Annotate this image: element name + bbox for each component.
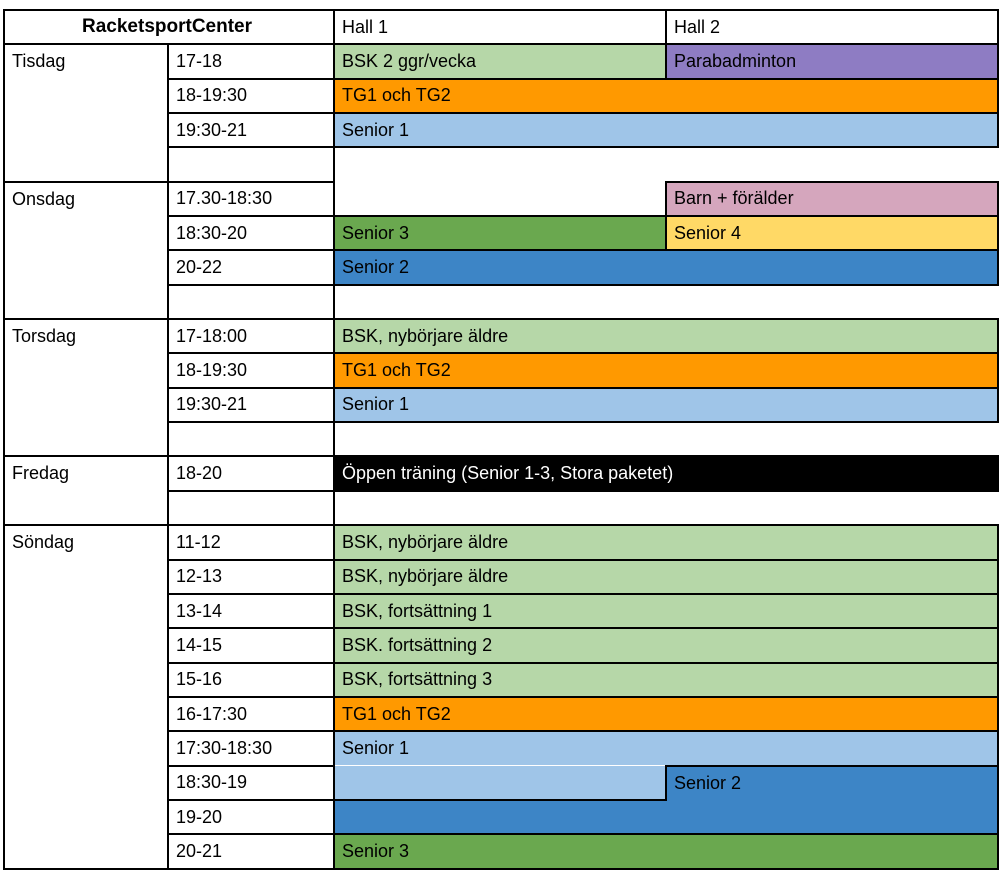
day-cell-torsdag: Torsdag xyxy=(3,318,169,458)
time-cell: 19-20 xyxy=(167,798,335,836)
time-cell: 18:30-19 xyxy=(167,764,335,801)
table-row: 18:30-20 Senior 3 Senior 4 xyxy=(4,215,999,252)
table-row: 13-14 BSK, fortsättning 1 xyxy=(4,592,999,630)
page-title: RacketsportCenter xyxy=(3,8,335,46)
table-row: Fredag 18-20 Öppen träning (Senior 1-3, … xyxy=(3,455,999,527)
table-row: 18:30-19 Senior 2 xyxy=(4,764,999,801)
time-cell-empty xyxy=(167,489,335,527)
table-row: Söndag 11-12 BSK, nybörjare äldre xyxy=(3,524,999,870)
activity-cell-senior1: Senior 1 xyxy=(333,386,999,424)
day-cell-onsdag: Onsdag xyxy=(3,180,169,321)
day-cell-fredag: Fredag xyxy=(3,455,169,527)
day-cell-sondag: Söndag xyxy=(3,524,169,870)
table-row: 17:30-18:30 Senior 1 xyxy=(4,730,999,767)
activity-cell-senior1: Senior 1 xyxy=(333,112,999,149)
activity-cell-senior1: Senior 1 xyxy=(333,730,999,766)
time-cell: 17-18 xyxy=(167,43,335,80)
time-cell: 14-15 xyxy=(167,627,335,664)
activity-cell-parabadminton: Parabadminton xyxy=(665,43,999,80)
activity-cell-senior2: Senior 2 xyxy=(333,249,999,286)
activity-cell-bsk-nyborjare: BSK, nybörjare äldre xyxy=(333,558,999,595)
table-row: 19:30-21 Senior 1 xyxy=(4,112,999,149)
time-cell: 19:30-21 xyxy=(167,386,335,424)
activity-cell-tg1-tg2: TG1 och TG2 xyxy=(333,352,999,389)
table-row: 20-22 Senior 2 xyxy=(4,249,999,286)
activity-cell-senior1-continued xyxy=(333,765,667,801)
time-cell: 18-19:30 xyxy=(167,77,335,115)
table-row: 19-20 xyxy=(4,798,999,836)
table-row: 16-17:30 TG1 och TG2 xyxy=(4,695,999,733)
activity-cell-bsk-nyborjare: BSK, nybörjare äldre xyxy=(333,318,999,355)
table-row: 18-19:30 TG1 och TG2 xyxy=(4,352,999,389)
time-cell: 20-22 xyxy=(167,249,335,286)
activity-cell-tg1-tg2: TG1 och TG2 xyxy=(333,695,999,733)
activity-cell-bsk-fortsattning2: BSK. fortsättning 2 xyxy=(333,627,999,664)
time-cell: 18:30-20 xyxy=(167,215,335,252)
time-cell: 17:30-18:30 xyxy=(167,730,335,767)
column-header-hall2: Hall 2 xyxy=(665,8,999,46)
time-cell: 19:30-21 xyxy=(167,112,335,149)
time-cell: 17.30-18:30 xyxy=(167,180,335,218)
activity-cell-bsk-nyborjare: BSK, nybörjare äldre xyxy=(333,524,999,561)
time-cell: 18-19:30 xyxy=(167,352,335,389)
time-cell: 11-12 xyxy=(167,524,335,561)
table-row: Onsdag 17.30-18:30 Barn + förälder xyxy=(3,180,999,321)
time-cell: 12-13 xyxy=(167,558,335,595)
table-row: Torsdag 17-18:00 BSK, nybörjare äldre xyxy=(3,318,999,458)
activity-cell-senior2-continued xyxy=(666,799,999,836)
activity-cell-senior3: Senior 3 xyxy=(333,215,667,252)
table-row xyxy=(4,489,998,527)
activity-cell-bsk-2-ggr-vecka: BSK 2 ggr/vecka xyxy=(333,43,667,80)
table-row xyxy=(4,421,998,458)
activity-cell-oppen-traning: Öppen träning (Senior 1-3, Stora paketet… xyxy=(333,455,999,492)
time-cell: 17-18:00 xyxy=(167,318,335,355)
activity-cell-tg1-tg2: TG1 och TG2 xyxy=(333,77,999,115)
schedule-table: RacketsportCenter Hall 1 Hall 2 Tisdag 1… xyxy=(3,8,999,870)
time-cell-empty xyxy=(167,421,335,458)
time-cell: 13-14 xyxy=(167,592,335,630)
time-cell-empty xyxy=(167,146,335,183)
table-row: 15-16 BSK, fortsättning 3 xyxy=(4,661,999,698)
time-cell: 16-17:30 xyxy=(167,695,335,733)
time-cell: 15-16 xyxy=(167,661,335,698)
table-row xyxy=(4,283,998,321)
table-row: 19:30-21 Senior 1 xyxy=(4,386,999,424)
gap-cell xyxy=(334,491,998,525)
table-row: Tisdag 17-18 BSK 2 ggr/vecka Parabadmint… xyxy=(3,43,999,183)
gap-cell xyxy=(334,285,998,319)
table-row: 20-21 Senior 3 xyxy=(4,833,999,870)
table-row: 12-13 BSK, nybörjare äldre xyxy=(4,558,999,595)
empty-hall1-cell xyxy=(333,181,667,218)
table-row: 18-19:30 TG1 och TG2 xyxy=(4,77,999,115)
time-cell: 20-21 xyxy=(167,833,335,870)
column-header-hall1: Hall 1 xyxy=(333,8,667,46)
activity-cell-bsk-fortsattning3: BSK, fortsättning 3 xyxy=(333,661,999,698)
activity-cell-bsk-fortsattning1: BSK, fortsättning 1 xyxy=(333,592,999,630)
activity-cell-senior3: Senior 3 xyxy=(333,833,999,870)
gap-cell xyxy=(334,422,998,456)
activity-cell-senior4: Senior 4 xyxy=(665,215,999,252)
day-cell-tisdag: Tisdag xyxy=(3,43,169,183)
table-row xyxy=(4,146,998,183)
time-cell-empty xyxy=(167,283,335,321)
activity-cell-senior2: Senior 2 xyxy=(665,764,999,800)
header-row: RacketsportCenter Hall 1 Hall 2 xyxy=(3,8,999,46)
gap-cell xyxy=(334,147,998,181)
activity-cell-barn-foralder: Barn + förälder xyxy=(665,180,999,218)
activity-cell-senior2-continued xyxy=(333,798,666,836)
table-row: 14-15 BSK. fortsättning 2 xyxy=(4,627,999,664)
time-cell: 18-20 xyxy=(167,455,335,492)
